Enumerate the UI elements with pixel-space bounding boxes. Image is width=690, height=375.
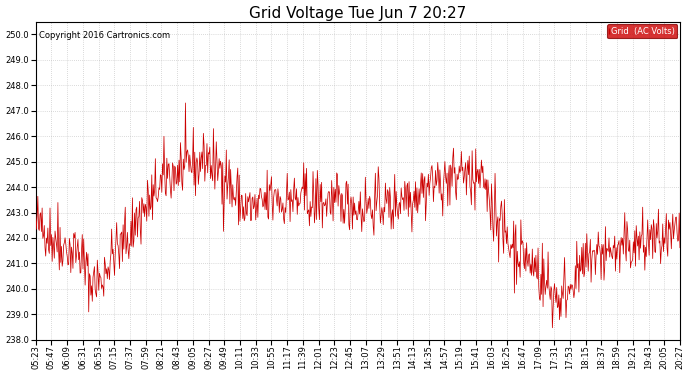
Legend: Grid  (AC Volts): Grid (AC Volts) — [607, 24, 678, 38]
Text: Copyright 2016 Cartronics.com: Copyright 2016 Cartronics.com — [39, 31, 170, 40]
Title: Grid Voltage Tue Jun 7 20:27: Grid Voltage Tue Jun 7 20:27 — [249, 6, 466, 21]
